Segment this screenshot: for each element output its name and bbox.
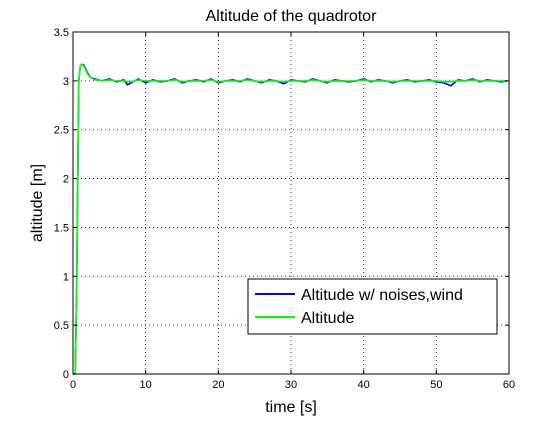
y-tick-label: 2.5 (54, 125, 69, 137)
y-tick-label: 0 (63, 369, 69, 381)
x-tick-label: 30 (285, 379, 297, 391)
ticks (72, 31, 510, 375)
y-tick-label: 1.5 (54, 222, 69, 234)
y-tick-label: 2 (63, 174, 69, 186)
y-tick-label: 3.5 (54, 27, 69, 39)
x-tick-label: 50 (430, 379, 442, 391)
x-tick-label: 40 (358, 379, 370, 391)
y-tick-label: 0.5 (54, 320, 69, 332)
x-tick-label: 20 (212, 379, 224, 391)
x-axis-label: time [s] (265, 399, 317, 416)
x-tick-label: 60 (503, 379, 515, 391)
series-layer (73, 63, 507, 375)
legend-box (247, 278, 498, 335)
chart-title: Altitude of the quadrotor (206, 8, 377, 25)
x-tick-label: 10 (140, 379, 152, 391)
legend: Altitude w/ noises,wind Altitude (247, 278, 498, 335)
y-axis-label: altitude [m] (29, 164, 46, 242)
series-line-2 (73, 63, 507, 375)
y-tick-label: 3 (63, 76, 69, 88)
y-tick-label: 1 (63, 271, 69, 283)
x-tick-label: 0 (70, 379, 76, 391)
legend-label-series-1: Altitude w/ noises,wind (301, 287, 463, 304)
tick-labels: 0 10 20 30 40 50 60 0 0.5 1 1.5 2 2.5 3 3.5 (54, 27, 515, 391)
legend-label-series-2: Altitude (301, 310, 354, 327)
